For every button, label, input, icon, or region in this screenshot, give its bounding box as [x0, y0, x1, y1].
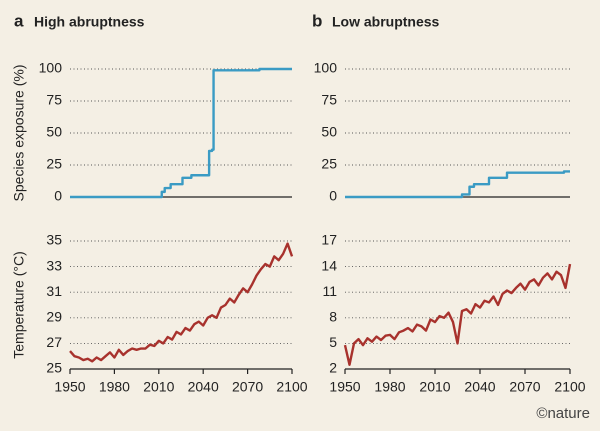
data-line: [343, 263, 572, 366]
y-axis-label: Temperature (°C): [11, 251, 27, 359]
x-tick-label: 1950: [329, 379, 360, 395]
y-tick-label: 33: [46, 257, 62, 273]
panel-letter: a: [14, 11, 24, 30]
y-tick-label: 27: [46, 334, 62, 350]
data-line: [345, 170, 570, 199]
x-tick-label: 2040: [464, 379, 495, 395]
x-tick-label: 2070: [232, 379, 263, 395]
y-tick-label: 0: [54, 188, 62, 204]
y-tick-label: 5: [329, 334, 337, 350]
data-line: [69, 242, 294, 363]
x-tick-label: 1980: [374, 379, 405, 395]
panel-title: High abruptness: [34, 14, 145, 30]
y-tick-label: 75: [46, 92, 62, 108]
y-tick-label: 29: [46, 309, 62, 325]
panel-title: Low abruptness: [332, 14, 440, 30]
x-tick-label: 2100: [554, 379, 585, 395]
x-tick-label: 2040: [188, 379, 219, 395]
x-tick-label: 2070: [509, 379, 540, 395]
x-tick-label: 1950: [54, 379, 85, 395]
panel-letter: b: [312, 11, 322, 30]
x-tick-label: 2100: [276, 379, 307, 395]
x-tick-label: 2010: [143, 379, 174, 395]
x-tick-label: 1980: [99, 379, 130, 395]
y-tick-label: 25: [46, 360, 62, 376]
x-tick-label: 2010: [419, 379, 450, 395]
y-tick-label: 25: [46, 156, 62, 172]
y-tick-label: 75: [321, 92, 337, 108]
y-tick-label: 31: [46, 283, 62, 299]
y-tick-label: 50: [321, 124, 337, 140]
y-tick-label: 8: [329, 309, 337, 325]
y-tick-label: 17: [321, 232, 337, 248]
y-tick-label: 11: [322, 283, 337, 299]
y-tick-label: 35: [46, 232, 62, 248]
y-axis-label: Species exposure (%): [11, 65, 27, 202]
y-tick-label: 25: [321, 156, 337, 172]
y-tick-label: 2: [329, 360, 337, 376]
y-tick-label: 50: [46, 124, 62, 140]
y-tick-label: 14: [321, 257, 337, 273]
y-tick-label: 0: [329, 188, 337, 204]
data-line: [70, 67, 292, 199]
credit: ©nature: [536, 405, 590, 422]
y-tick-label: 100: [314, 60, 338, 76]
y-tick-label: 100: [39, 60, 63, 76]
